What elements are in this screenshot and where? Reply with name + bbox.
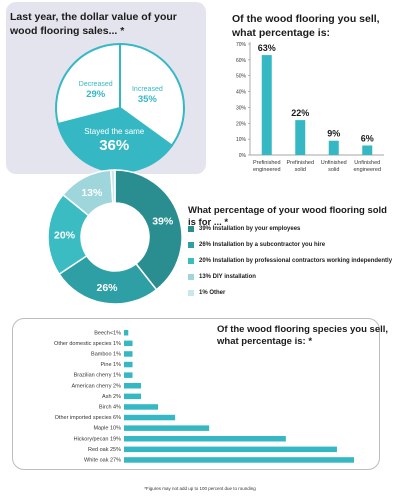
pie-slice-value: 29%: [86, 89, 106, 100]
species-title: Of the wood flooring species you sell, w…: [217, 324, 389, 347]
species-label: Other domestic species 1%: [54, 341, 121, 347]
species-label: Red oak 25%: [88, 447, 121, 453]
species-bar: [124, 372, 133, 378]
bar-value-label: 6%: [361, 133, 374, 143]
species-bar: [124, 330, 129, 336]
species-bar: [124, 414, 176, 421]
species-label: American cherry 2%: [71, 383, 121, 389]
legend-item: 39% Installation by your employees: [188, 222, 398, 235]
species-bar: [124, 393, 142, 400]
legend-swatch: [188, 289, 194, 296]
x-tick-label: solid: [295, 167, 306, 173]
bar: [295, 120, 306, 155]
donut-slice: [58, 254, 158, 305]
species-label: Brazilian cherry 1%: [74, 373, 121, 379]
species-bar: [124, 404, 159, 410]
legend-swatch: [188, 273, 194, 280]
bar-value-label: 63%: [258, 43, 276, 53]
legend-item: 26% Installation by a subcontractor you …: [188, 238, 398, 251]
species-label: White oak 27%: [84, 458, 121, 464]
x-tick-label: engineered: [253, 167, 281, 173]
species-label: Beech<1%: [94, 330, 121, 336]
donut-slice-label: 13%: [81, 187, 103, 199]
legend-swatch: [188, 225, 194, 232]
y-tick-label: 0%: [239, 153, 247, 159]
species-label: Other imported species 6%: [55, 415, 121, 421]
y-tick-label: 20%: [236, 121, 247, 127]
pie-slice-label: Increased: [132, 86, 163, 93]
flooring-type-title: Of the wood flooring you sell, what perc…: [232, 13, 380, 39]
species-panel: [12, 318, 380, 470]
legend-label: 20% Installation by professional contrac…: [199, 257, 393, 264]
bar: [261, 55, 272, 155]
x-tick-label: solid: [328, 167, 339, 173]
footnote: *Figures may not add up to 100 percent d…: [144, 486, 256, 491]
legend-item: 20% Installation by professional contrac…: [188, 254, 398, 267]
species-label: Bamboo 1%: [91, 352, 121, 358]
donut-slice-label: 20%: [54, 230, 76, 242]
y-tick-label: 30%: [236, 105, 247, 111]
species-label: Birch 4%: [99, 405, 121, 411]
bar-value-label: 22%: [291, 108, 309, 118]
sales-value-title: Last year, the dollar value of your wood…: [10, 11, 177, 37]
y-tick-label: 10%: [236, 137, 247, 143]
y-tick-label: 70%: [236, 42, 247, 48]
species-bar: [124, 383, 142, 389]
y-tick-label: 40%: [236, 90, 247, 96]
species-label: Pine 1%: [101, 362, 122, 368]
x-tick-label: Unfinished: [354, 160, 380, 166]
x-tick-label: Prefinished: [253, 160, 281, 166]
legend-item: 13% DIY installation: [188, 270, 398, 283]
pie-slice-value: 35%: [138, 94, 158, 105]
bar: [328, 140, 339, 155]
pie-slice: [119, 42, 185, 148]
donut-slice: [109, 169, 116, 204]
donut-slice-label: 26%: [97, 282, 119, 294]
legend-label: 13% DIY installation: [199, 273, 256, 280]
legend-item: 1% Other: [188, 286, 398, 299]
species-label: Ash 2%: [102, 394, 121, 400]
species-bar: [124, 340, 133, 347]
y-tick-label: 60%: [236, 58, 247, 64]
installation-legend: 39% Installation by your employees 26% I…: [188, 222, 398, 302]
species-bar: [124, 425, 210, 431]
bar: [362, 145, 373, 155]
donut-slice: [114, 169, 183, 291]
installation-title: What percentage of your wood flooring so…: [188, 205, 387, 228]
pie-slice-label: Decreased: [79, 81, 113, 88]
x-tick-label: Prefinished: [286, 160, 314, 166]
species-bar: [124, 436, 286, 442]
species-bar: [124, 361, 133, 368]
x-tick-label: Unfinished: [321, 160, 347, 166]
bar-value-label: 9%: [327, 129, 340, 139]
legend-label: 1% Other: [199, 289, 226, 296]
species-label: Maple 10%: [93, 426, 121, 432]
species-bar: [124, 446, 337, 453]
y-tick-label: 50%: [236, 74, 247, 80]
legend-label: 26% Installation by a subcontractor you …: [199, 241, 326, 248]
species-bar: [124, 351, 133, 357]
legend-swatch: [188, 257, 194, 264]
legend-label: 39% Installation by your employees: [199, 225, 301, 232]
pie-slice-value: 36%: [99, 137, 129, 154]
species-bar: [124, 457, 354, 463]
legend-swatch: [188, 241, 194, 248]
pie-slice-label: Stayed the same: [84, 127, 145, 136]
x-tick-label: engineered: [353, 167, 381, 173]
donut-slice-label: 39%: [152, 215, 174, 227]
pie-slice: [55, 42, 121, 126]
species-label: Hickory/pecan 19%: [74, 436, 121, 442]
